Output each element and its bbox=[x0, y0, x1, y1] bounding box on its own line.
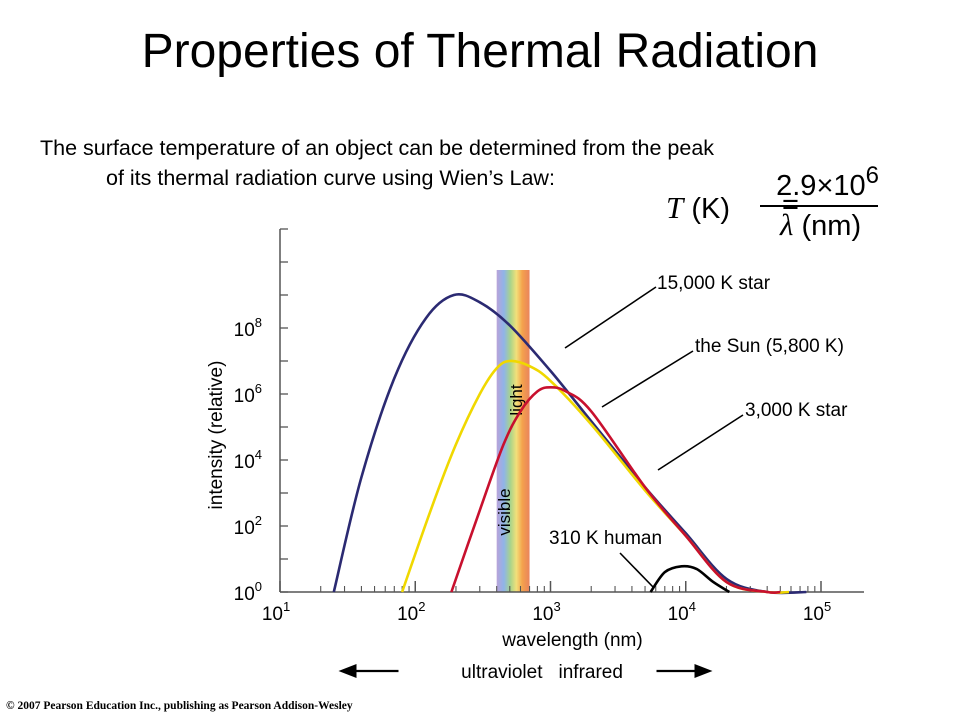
y-tick-label: 100 bbox=[234, 579, 262, 605]
x-tick-label: 105 bbox=[803, 599, 831, 625]
x-tick-label: 101 bbox=[262, 599, 290, 625]
y-tick-label: 108 bbox=[234, 315, 262, 341]
y-tick-label: 106 bbox=[234, 381, 262, 407]
x-tick-label-exponent: 2 bbox=[418, 599, 425, 614]
visible-band-label: visible bbox=[495, 488, 514, 535]
y-tick-label-exponent: 0 bbox=[255, 579, 262, 594]
formula-denominator: λ (nm) bbox=[780, 207, 861, 243]
callout-leader-1 bbox=[564, 286, 657, 349]
formula-lhs: T (K) bbox=[666, 190, 730, 226]
y-tick-label-base: 10 bbox=[234, 386, 255, 407]
series-label-2: the Sun (5,800 K) bbox=[695, 336, 844, 357]
light-band-label: light bbox=[507, 384, 526, 415]
y-tick-label-base: 10 bbox=[234, 584, 255, 605]
formula-temperature-symbol: T bbox=[666, 190, 684, 225]
x-tick-label-base: 10 bbox=[532, 604, 553, 625]
infrared-label: infrared bbox=[559, 662, 623, 683]
x-tick-label: 102 bbox=[397, 599, 425, 625]
series-label-3: 3,000 K star bbox=[745, 400, 848, 421]
x-tick-label-base: 10 bbox=[803, 604, 824, 625]
y-axis-title: intensity (relative) bbox=[206, 361, 227, 510]
series-line-4 bbox=[649, 564, 731, 594]
y-tick-label-base: 10 bbox=[234, 452, 255, 473]
ultraviolet-arrow-head bbox=[338, 664, 357, 678]
series-line-3 bbox=[450, 386, 781, 595]
x-tick-label-base: 10 bbox=[397, 604, 418, 625]
intro-text: The surface temperature of an object can… bbox=[40, 133, 920, 193]
y-tick-label-exponent: 2 bbox=[255, 513, 262, 528]
formula-wavelength-unit: (nm) bbox=[801, 210, 862, 242]
x-tick-label: 103 bbox=[532, 599, 560, 625]
y-tick-label: 102 bbox=[234, 513, 262, 539]
series-label-1: 15,000 K star bbox=[657, 273, 771, 294]
y-tick-label-base: 10 bbox=[234, 320, 255, 341]
infrared-arrow-head bbox=[694, 664, 713, 678]
callout-leader-3 bbox=[657, 414, 744, 471]
callout-leader-2 bbox=[601, 350, 694, 408]
y-tick-label-exponent: 8 bbox=[255, 315, 262, 330]
x-tick-label-exponent: 3 bbox=[553, 599, 560, 614]
visible-light-band bbox=[496, 270, 530, 592]
intro-line-1: The surface temperature of an object can… bbox=[40, 136, 715, 160]
wiens-law-formula: T (K) = 2.9×106 λ (nm) bbox=[662, 162, 892, 243]
x-axis-title: wavelength (nm) bbox=[501, 630, 642, 651]
x-tick-label-base: 10 bbox=[262, 604, 283, 625]
formula-fraction-bar bbox=[760, 205, 878, 207]
x-tick-label: 104 bbox=[668, 599, 696, 625]
formula-temperature-unit: (K) bbox=[691, 193, 730, 225]
x-tick-label-exponent: 4 bbox=[689, 599, 696, 614]
series-line-1 bbox=[332, 293, 807, 595]
intro-line-2: of its thermal radiation curve using Wie… bbox=[106, 166, 555, 190]
series-label-4: 310 K human bbox=[549, 528, 662, 549]
callout-leader-4 bbox=[619, 552, 655, 589]
ultraviolet-label: ultraviolet bbox=[461, 662, 543, 683]
copyright-notice: © 2007 Pearson Education Inc., publishin… bbox=[6, 700, 353, 712]
formula-exponent: 6 bbox=[865, 162, 879, 189]
series-line-2 bbox=[400, 359, 790, 595]
y-tick-label-base: 10 bbox=[234, 518, 255, 539]
y-tick-label-exponent: 6 bbox=[255, 381, 262, 396]
formula-times: × bbox=[816, 170, 834, 202]
x-tick-label-exponent: 5 bbox=[824, 599, 831, 614]
formula-mantissa: 2.9 bbox=[776, 170, 817, 202]
formula-numerator: 2.9×106 bbox=[767, 162, 879, 203]
y-tick-label: 104 bbox=[234, 447, 262, 473]
x-tick-label-exponent: 1 bbox=[283, 599, 290, 614]
formula-lambda-symbol: λ bbox=[780, 207, 794, 242]
formula-base: 10 bbox=[833, 170, 866, 202]
slide-title: Properties of Thermal Radiation bbox=[141, 25, 819, 78]
y-tick-label-exponent: 4 bbox=[255, 447, 262, 462]
x-tick-label-base: 10 bbox=[668, 604, 689, 625]
